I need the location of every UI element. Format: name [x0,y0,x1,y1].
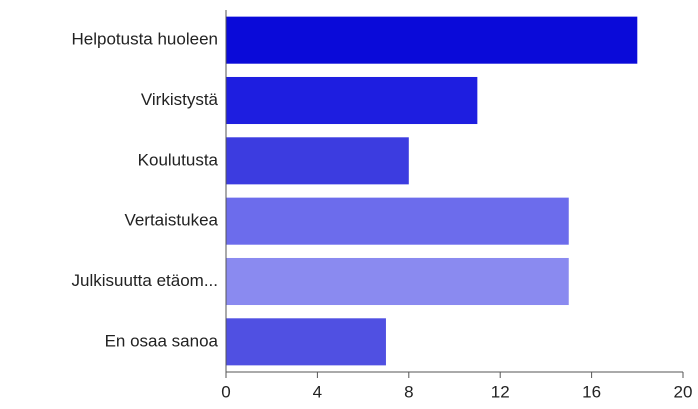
x-tick-label: 12 [491,382,510,401]
y-tick-label: En osaa sanoa [105,331,219,350]
x-tick-label: 0 [221,382,230,401]
y-tick-label: Virkistystä [141,90,219,109]
bar [226,197,569,245]
x-tick-label: 4 [313,382,322,401]
y-tick-label: Vertaistukea [124,211,218,230]
bar [226,318,386,366]
y-tick-label: Julkisuutta etäom... [72,271,218,290]
bar [226,16,638,64]
y-tick-label: Helpotusta huoleen [71,30,218,49]
x-tick-label: 8 [404,382,413,401]
bar [226,257,569,306]
x-tick-label: 16 [582,382,601,401]
y-tick-label: Koulutusta [138,150,219,169]
bar [226,76,478,125]
bar [226,137,409,185]
x-tick-label: 20 [674,382,693,401]
